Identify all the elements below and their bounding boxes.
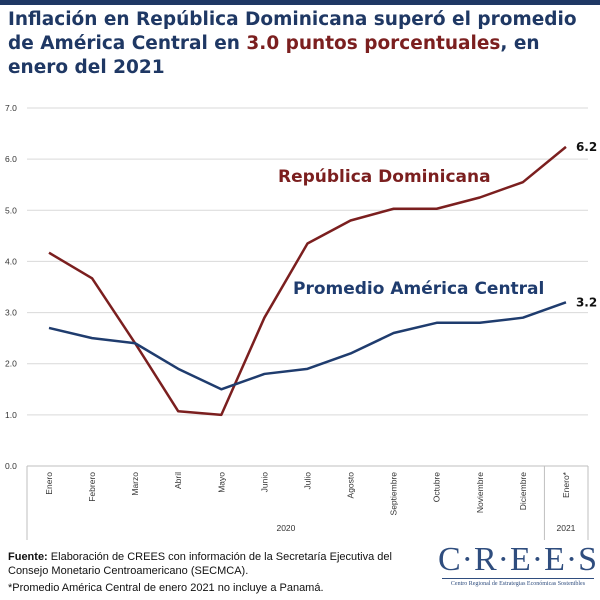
x-tick-label: Septiembre <box>389 472 399 516</box>
logo-subtitle: Centro Regional de Estrategias Económica… <box>442 578 594 587</box>
x-group-label: 2021 <box>556 523 575 533</box>
x-tick-label: Enero* <box>561 471 571 498</box>
y-tick-label: 7.0 <box>5 103 17 113</box>
source-note: Fuente: Elaboración de CREES con informa… <box>8 551 428 578</box>
x-tick-label: Junio <box>259 472 269 493</box>
x-tick-label: Diciembre <box>518 472 528 511</box>
y-tick-label: 1.0 <box>5 410 17 420</box>
source-label: Fuente: <box>8 551 48 563</box>
line-chart: 0.0 1.0 2.0 3.0 4.0 5.0 6.0 7.0 Enero Febrero Marz… <box>5 103 597 540</box>
end-value-label: 3.2 <box>576 295 597 309</box>
x-tick-label: Julio <box>302 472 312 490</box>
y-tick-label: 3.0 <box>5 308 17 318</box>
footnote: *Promedio América Central de enero 2021 … <box>8 582 324 594</box>
crees-logo: C·R·E·E·S Centro Regional de Estrategias… <box>438 541 599 588</box>
x-tick-label: Abril <box>173 472 183 489</box>
source-text: Elaboración de CREES con información de … <box>8 551 392 577</box>
x-group-label: 2020 <box>276 523 295 533</box>
y-tick-label: 0.0 <box>5 461 17 471</box>
x-tick-label: Agosto <box>346 472 356 499</box>
end-value-label: 6.2 <box>576 140 597 154</box>
x-tick-label: Febrero <box>87 472 97 502</box>
series-line <box>48 301 567 391</box>
x-tick-label: Noviembre <box>475 472 485 513</box>
y-tick-label: 2.0 <box>5 359 17 369</box>
x-tick-label: Enero <box>44 472 54 495</box>
footer: Fuente: Elaboración de CREES con informa… <box>8 551 428 596</box>
series-label: República Dominicana <box>278 167 491 187</box>
series-label: Promedio América Central <box>293 279 544 299</box>
x-tick-label: Mayo <box>216 472 226 493</box>
logo-name: C·R·E·E·S <box>438 541 599 578</box>
chart-title: Inflación en República Dominicana superó… <box>8 8 598 80</box>
x-tick-label: Marzo <box>130 472 140 496</box>
x-tick-label: Octubre <box>432 472 442 503</box>
y-tick-label: 5.0 <box>5 205 17 215</box>
y-tick-label: 6.0 <box>5 154 17 164</box>
title-highlight: 3.0 puntos porcentuales <box>246 33 501 54</box>
title-part2: , en enero del 2021 <box>8 33 540 78</box>
top-bar <box>0 0 600 5</box>
y-tick-label: 4.0 <box>5 256 17 266</box>
title-part1: Inflación en República Dominicana superó… <box>8 9 577 54</box>
